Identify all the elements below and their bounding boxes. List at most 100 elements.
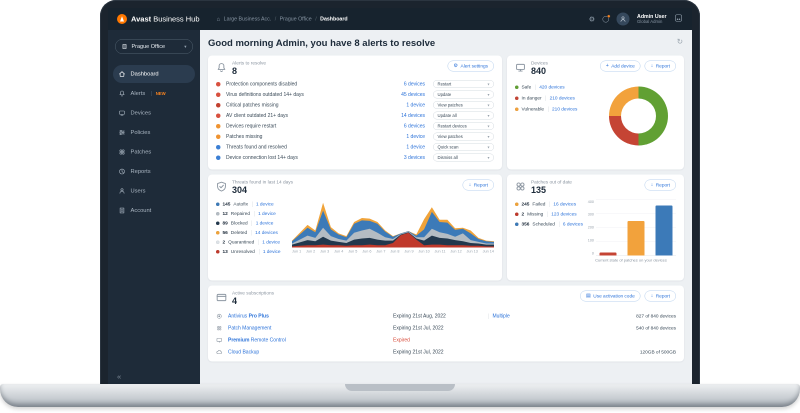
apps-icon[interactable]	[674, 13, 683, 25]
sidebar-item-dashboard[interactable]: Dashboard	[113, 65, 195, 83]
subscription-product-link[interactable]: Patch Management	[228, 325, 272, 332]
shield-check-icon	[216, 181, 227, 195]
laptop-screen: Avast Business Hub ⌂ Large Business Acc.…	[100, 0, 700, 386]
subscription-row: Cloud Backup Expiring 21st Jul, 2022 120…	[216, 346, 676, 358]
sidebar-item-patches[interactable]: Patches	[113, 143, 195, 161]
subscription-expiry: Expired	[393, 337, 410, 344]
page-greeting: Good morning Admin, you have 8 alerts to…	[208, 38, 436, 49]
avast-logo[interactable]: Avast Business Hub	[117, 14, 200, 24]
legend-item: 245 Failed 16 devices	[515, 201, 586, 207]
alert-action-dropdown[interactable]: Restart devices ▾	[433, 122, 494, 131]
breadcrumb-account[interactable]: Large Business Acc.	[223, 16, 272, 22]
alert-action-dropdown[interactable]: Quick scan ▾	[433, 143, 494, 152]
settings-gear-icon[interactable]: ⚙	[588, 15, 596, 23]
add-device-button[interactable]: + Add device	[599, 60, 641, 72]
legend-dot	[515, 96, 519, 100]
devices-link[interactable]: 420 devices	[535, 84, 565, 90]
shield-icon	[216, 113, 221, 118]
sliders-icon	[119, 129, 126, 136]
card-title: Active subscriptions	[232, 290, 274, 297]
sidebar-collapse-icon[interactable]: «	[117, 372, 122, 382]
devices-link[interactable]: 123 devices	[547, 211, 577, 217]
subscriptions-report-button[interactable]: ↓ Report	[644, 290, 676, 302]
site-selector[interactable]: Prague Office ▾	[115, 39, 193, 54]
chart-y-axis-labels: 400 300 200 100 0	[587, 199, 594, 256]
chevron-down-icon: ▾	[487, 81, 490, 87]
devices-link[interactable]: 1 device	[251, 201, 274, 207]
avatar[interactable]	[616, 12, 630, 26]
chart-x-axis-labels: Jun 1 Jun 2 Jun 3 Jun 4 Jun 5 Jun 6 Jun 7 Jun 8…	[292, 248, 494, 254]
subscription-usage-text: 120GB of 500GB	[639, 349, 676, 356]
use-activation-code-button[interactable]: ▤ Use activation code	[580, 290, 641, 302]
sidebar-item-policies[interactable]: Policies	[113, 124, 195, 142]
patches-bar-chart: 400 300 200 100 0	[586, 199, 676, 263]
reports-icon	[119, 168, 126, 175]
patches-report-button[interactable]: ↓ Report	[644, 179, 676, 191]
alert-devices-link[interactable]: 3 devices	[403, 154, 425, 161]
threats-report-button[interactable]: ↓ Report	[462, 179, 494, 191]
legend-dot	[216, 230, 220, 235]
alert-action-dropdown[interactable]: Update ▾	[433, 90, 494, 99]
breadcrumb-site[interactable]: Prague Office	[279, 16, 312, 22]
devices-link[interactable]: 1 device	[258, 239, 280, 245]
chart-caption: Current state of patches on your devices	[595, 257, 667, 263]
alert-devices-link[interactable]: 1 device	[406, 102, 425, 108]
alert-label: Devices require restart	[226, 123, 277, 129]
bell-icon	[119, 90, 126, 97]
legend-dot	[515, 212, 519, 216]
alert-devices-link[interactable]: 6 devices	[403, 123, 425, 129]
devices-link[interactable]: 1 device	[251, 220, 273, 226]
alert-devices-link[interactable]: 14 devices	[401, 112, 425, 119]
subscriptions-count: 4	[232, 296, 238, 306]
devices-link[interactable]: 210 devices	[545, 95, 575, 101]
legend-item: 2 Quarantined 1 device	[216, 239, 292, 245]
devices-report-button[interactable]: ↓ Report	[644, 60, 676, 72]
refresh-icon[interactable]: ↻	[676, 37, 683, 47]
alerts-list: Protection components disabled 6 devices R…	[216, 79, 494, 163]
sidebar-item-reports[interactable]: Reports	[113, 163, 195, 181]
alert-action-dropdown[interactable]: Dismiss all ▾	[433, 153, 494, 162]
alert-devices-link[interactable]: 45 devices	[401, 91, 425, 98]
alert-label: Patches missing	[226, 133, 263, 140]
alert-settings-button[interactable]: ⚙ Alert settings	[447, 60, 494, 72]
patches-icon	[119, 149, 126, 156]
multiple-link[interactable]: Multiple	[488, 314, 528, 320]
devices-link[interactable]: 1 device	[258, 248, 281, 255]
legend-dot	[216, 240, 220, 244]
alert-action-dropdown[interactable]: View patches ▾	[433, 101, 494, 110]
alert-label: Device connection lost 14+ days	[226, 154, 298, 161]
alert-action-dropdown[interactable]: View patches ▾	[433, 132, 494, 141]
sidebar-item-account[interactable]: Account	[113, 202, 195, 220]
devices-link[interactable]: 1 device	[254, 210, 276, 217]
subscription-usage-text: 827 of 840 devices	[636, 313, 676, 320]
sidebar-item-label: Devices	[130, 110, 151, 116]
alerts-card: Alerts to resolve 8 ⚙ Alert settings Prot…	[208, 55, 502, 170]
sidebar-item-alerts[interactable]: Alerts NEW	[113, 85, 195, 103]
chevron-down-icon: ▾	[487, 102, 490, 108]
alert-devices-link[interactable]: 1 device	[406, 133, 425, 140]
alert-action-dropdown[interactable]: Update all ▾	[433, 111, 494, 120]
legend-item-vulnerable: Vulnerable 210 devices	[515, 106, 577, 112]
card-icon: ▤	[586, 293, 591, 299]
alert-devices-link[interactable]: 6 devices	[403, 81, 425, 87]
subscription-product-link[interactable]: Cloud Backup	[228, 349, 260, 356]
alert-action-dropdown[interactable]: Restart ▾	[433, 80, 494, 89]
subscription-product-link[interactable]: Antivirus Pro Plus	[228, 313, 269, 320]
devices-link[interactable]: 6 devices	[558, 221, 583, 227]
devices-link[interactable]: 14 devices	[251, 229, 278, 236]
sidebar-item-users[interactable]: Users	[113, 182, 195, 200]
sidebar-item-devices[interactable]: Devices	[113, 104, 195, 122]
devices-link[interactable]: 16 devices	[549, 201, 576, 207]
devices-donut	[609, 86, 668, 146]
sidebar-item-label: Account	[130, 207, 152, 214]
alert-devices-link[interactable]: 1 device	[406, 144, 425, 150]
home-icon[interactable]: ⌂	[216, 15, 221, 23]
user-info[interactable]: Admin User Global Admin	[637, 14, 666, 25]
subscription-product-link[interactable]: Premium Remote Control	[228, 337, 286, 344]
notifications-icon[interactable]	[602, 14, 611, 23]
patches-card: Patches out of date 135 ↓ Report	[507, 174, 684, 281]
monitor-icon	[119, 110, 126, 117]
subscriptions-card: Active subscriptions 4 ▤ Use activation c…	[208, 285, 684, 362]
plus-icon: +	[605, 63, 609, 69]
devices-link[interactable]: 210 devices	[548, 106, 577, 112]
